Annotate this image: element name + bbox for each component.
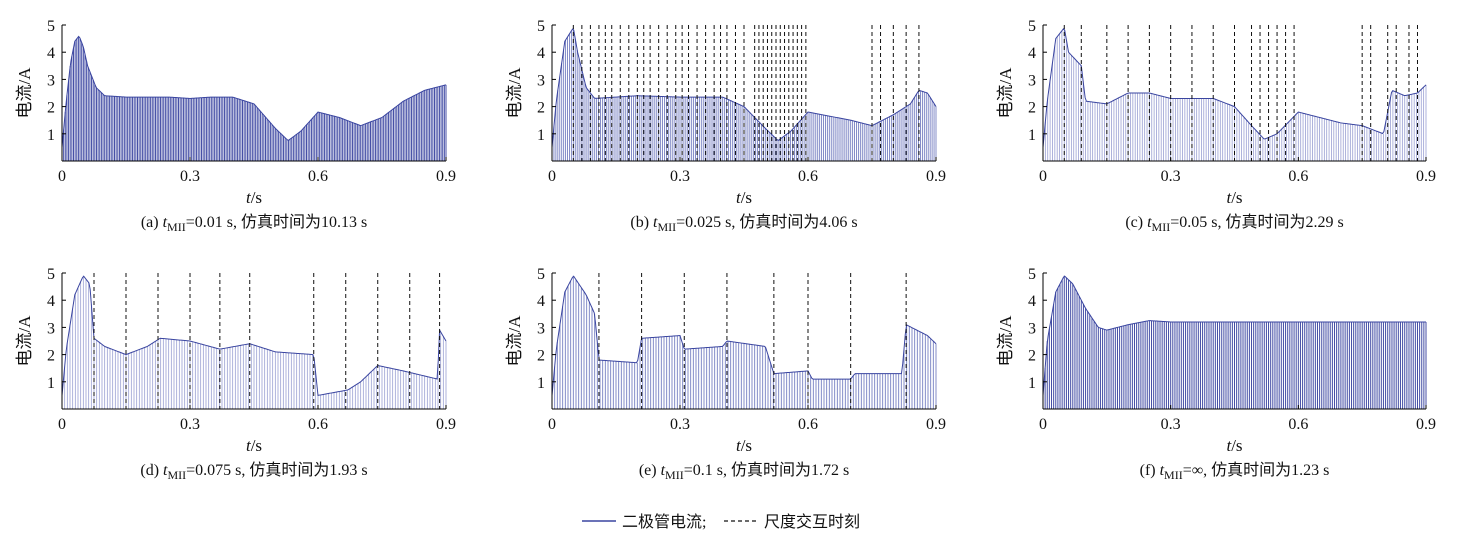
panel-a: 0 0.3 0.6 0.9 1 2 3 4 5 电流/A t/s (a) tMII=0.01 s, 仿…	[15, 18, 456, 234]
x-tick-label: 0	[548, 168, 556, 185]
y-tick-label: 3	[1028, 320, 1036, 337]
series-envelope	[61, 35, 447, 148]
panel-caption: (d) tMII=0.075 s, 仿真时间为1.93 s	[140, 461, 367, 482]
series-envelope	[1042, 275, 1426, 396]
series-envelope	[61, 275, 447, 396]
y-axis-label: 电流/A	[505, 67, 524, 119]
x-tick-label: 0.3	[180, 168, 200, 185]
y-tick-label: 5	[47, 266, 55, 283]
y-tick-label: 1	[1028, 127, 1036, 144]
x-tick-label: 0.3	[670, 168, 690, 185]
x-axis-label: t/s	[246, 188, 262, 207]
x-tick-label: 0	[58, 168, 66, 185]
y-tick-label: 2	[537, 100, 545, 117]
x-tick-label: 0.6	[308, 416, 328, 433]
panel-caption: (a) tMII=0.01 s, 仿真时间为10.13 s	[141, 213, 367, 234]
x-tick-label: 0.6	[1288, 416, 1308, 433]
x-tick-label: 0.3	[670, 416, 690, 433]
y-tick-label: 3	[47, 320, 55, 337]
x-axis-label: t/s	[246, 436, 262, 455]
y-tick-label: 1	[1028, 375, 1036, 392]
x-tick-label: 0.6	[798, 416, 818, 433]
y-tick-label: 1	[47, 127, 55, 144]
x-tick-label: 0.9	[1416, 168, 1436, 185]
x-tick-label: 0.6	[1288, 168, 1308, 185]
y-tick-label: 4	[47, 293, 55, 310]
x-tick-label: 0.9	[926, 416, 946, 433]
x-tick-label: 0.9	[436, 168, 456, 185]
x-axis-label: t/s	[736, 188, 752, 207]
series-diode-current	[1042, 275, 1427, 409]
y-tick-label: 3	[537, 320, 545, 337]
y-axis-label: 电流/A	[996, 67, 1015, 119]
x-tick-label: 0.3	[1161, 168, 1181, 185]
panel-d: 0 0.3 0.6 0.9 1 2 3 4 5 电流/A t/s (d) tMII=0.075 s, …	[15, 266, 456, 482]
x-tick-label: 0.3	[180, 416, 200, 433]
y-tick-label: 5	[47, 18, 55, 35]
legend-current-label: 二极管电流;	[622, 513, 706, 531]
panel-caption: (f) tMII=∞, 仿真时间为1.23 s	[1140, 461, 1330, 482]
series-diode-current	[61, 36, 447, 161]
panel-f: 0 0.3 0.6 0.9 1 2 3 4 5 电流/A t/s (f) tMII=∞, 仿真时间为1…	[996, 266, 1436, 482]
y-axis-label: 电流/A	[996, 315, 1015, 367]
y-tick-label: 5	[1028, 266, 1036, 283]
y-tick-label: 2	[1028, 100, 1036, 117]
x-tick-label: 0	[58, 416, 66, 433]
y-tick-label: 2	[1028, 348, 1036, 365]
y-tick-label: 2	[537, 348, 545, 365]
y-tick-label: 5	[1028, 18, 1036, 35]
series-diode-current	[551, 275, 937, 409]
y-tick-label: 3	[537, 72, 545, 89]
panel-c: 0 0.3 0.6 0.9 1 2 3 4 5 电流/A t/s (c) tMII=0.05 s, 仿…	[996, 18, 1436, 234]
x-tick-label: 0.3	[1161, 416, 1181, 433]
y-tick-label: 4	[537, 293, 545, 310]
y-tick-label: 1	[47, 375, 55, 392]
panel-caption: (c) tMII=0.05 s, 仿真时间为2.29 s	[1125, 213, 1343, 234]
y-tick-label: 4	[537, 45, 545, 62]
x-tick-label: 0.9	[1416, 416, 1436, 433]
y-tick-label: 2	[47, 348, 55, 365]
x-axis-label: t/s	[1226, 188, 1242, 207]
y-axis-label: 电流/A	[505, 315, 524, 367]
panel-e: 0 0.3 0.6 0.9 1 2 3 4 5 电流/A t/s (e) tMII=0.1 s, 仿真…	[505, 266, 946, 482]
legend-switch-label: 尺度交互时刻	[764, 513, 860, 531]
y-axis-label: 电流/A	[15, 315, 34, 367]
y-tick-label: 1	[537, 375, 545, 392]
x-tick-label: 0.6	[798, 168, 818, 185]
x-tick-label: 0.9	[436, 416, 456, 433]
x-tick-label: 0	[548, 416, 556, 433]
panels: 0 0.3 0.6 0.9 1 2 3 4 5 电流/A t/s (a) tMII=0.01 s, 仿…	[15, 18, 1436, 482]
series-envelope	[551, 275, 937, 396]
x-tick-label: 0.6	[308, 168, 328, 185]
y-tick-label: 4	[47, 45, 55, 62]
y-tick-label: 2	[47, 100, 55, 117]
y-axis-label: 电流/A	[15, 67, 34, 119]
x-axis-label: t/s	[736, 436, 752, 455]
y-tick-label: 5	[537, 18, 545, 35]
panel-caption: (e) tMII=0.1 s, 仿真时间为1.72 s	[639, 461, 849, 482]
x-tick-label: 0	[1039, 168, 1047, 185]
x-axis-label: t/s	[1226, 436, 1242, 455]
y-tick-label: 1	[537, 127, 545, 144]
legend: 二极管电流; 尺度交互时刻	[582, 513, 860, 531]
x-tick-label: 0.9	[926, 168, 946, 185]
panel-caption: (b) tMII=0.025 s, 仿真时间为4.06 s	[630, 213, 857, 234]
x-tick-label: 0	[1039, 416, 1047, 433]
y-tick-label: 5	[537, 266, 545, 283]
panel-b: 0 0.3 0.6 0.9 1 2 3 4 5 电流/A t/s (b) tMII=0.025 s, …	[505, 18, 946, 234]
y-tick-label: 4	[1028, 45, 1036, 62]
y-tick-label: 3	[1028, 72, 1036, 89]
y-tick-label: 4	[1028, 293, 1036, 310]
y-tick-label: 3	[47, 72, 55, 89]
series-diode-current	[61, 275, 447, 409]
